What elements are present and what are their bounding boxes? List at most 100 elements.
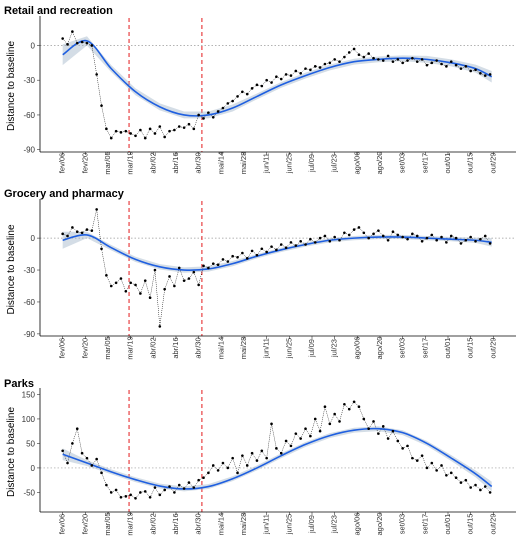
x-tick-label: abr/30 bbox=[194, 513, 203, 534]
data-point bbox=[357, 226, 361, 229]
data-point bbox=[469, 486, 472, 489]
data-point bbox=[474, 483, 477, 487]
x-tick-label: mar/05 bbox=[103, 336, 112, 359]
data-point bbox=[323, 234, 327, 238]
data-point bbox=[95, 457, 98, 461]
x-tick-label: mar/19 bbox=[126, 336, 135, 359]
data-point bbox=[454, 236, 458, 240]
y-axis-label: Distance to baseline bbox=[6, 41, 17, 131]
data-point bbox=[479, 71, 482, 75]
data-point bbox=[71, 226, 74, 229]
data-point bbox=[391, 230, 395, 234]
x-tick-label: abr/02 bbox=[148, 337, 157, 358]
data-point bbox=[338, 420, 341, 423]
data-point bbox=[241, 251, 244, 255]
data-point bbox=[275, 447, 278, 450]
data-point bbox=[192, 486, 196, 489]
x-tick-label: mar/05 bbox=[103, 512, 112, 535]
x-tick-label: jun/25 bbox=[284, 514, 293, 535]
data-point bbox=[406, 59, 409, 62]
data-point bbox=[163, 135, 166, 139]
data-point bbox=[75, 230, 79, 234]
x-tick-label: abr/16 bbox=[171, 337, 180, 358]
data-point bbox=[255, 83, 259, 87]
x-tick-label: abr/02 bbox=[148, 513, 157, 534]
data-point bbox=[425, 466, 429, 470]
data-point bbox=[100, 104, 103, 107]
data-point bbox=[299, 71, 302, 75]
data-point bbox=[415, 60, 419, 63]
data-point bbox=[454, 476, 458, 480]
data-point bbox=[148, 496, 152, 499]
x-tick-label: fev/20 bbox=[80, 153, 89, 173]
data-point bbox=[245, 464, 249, 467]
x-tick-label: jul/23 bbox=[330, 339, 339, 358]
x-tick-label: mar/05 bbox=[103, 151, 112, 174]
data-point bbox=[245, 92, 249, 96]
data-point bbox=[202, 264, 205, 268]
data-point bbox=[338, 238, 341, 242]
data-point bbox=[192, 270, 196, 274]
data-point bbox=[469, 235, 472, 239]
panel-0: Retail and recreation Distance to baselin… bbox=[4, 5, 516, 175]
x-tick-label: set/17 bbox=[420, 514, 429, 534]
data-point bbox=[163, 488, 166, 492]
data-connector-line bbox=[62, 401, 491, 499]
data-point bbox=[202, 476, 205, 480]
data-point bbox=[168, 275, 171, 278]
data-point bbox=[255, 459, 259, 462]
x-tick-label: jun/11 bbox=[262, 153, 271, 174]
x-tick-label: set/03 bbox=[398, 514, 407, 534]
data-point bbox=[85, 228, 89, 231]
data-point bbox=[294, 244, 298, 247]
data-point bbox=[479, 488, 482, 492]
data-point bbox=[279, 451, 283, 455]
data-point bbox=[211, 115, 215, 119]
data-point bbox=[294, 69, 298, 73]
x-tick-label: abr/16 bbox=[171, 152, 180, 173]
data-point bbox=[90, 229, 94, 232]
data-point bbox=[362, 231, 366, 235]
data-point bbox=[328, 61, 332, 65]
panel-title: Retail and recreation bbox=[4, 5, 113, 17]
x-tick-label: set/17 bbox=[420, 338, 429, 358]
data-point bbox=[299, 240, 302, 243]
data-point bbox=[226, 466, 230, 470]
data-point bbox=[80, 231, 84, 235]
x-tick-label: out/29 bbox=[488, 153, 497, 174]
x-tick-label: fev/06 bbox=[58, 153, 67, 173]
data-point bbox=[435, 469, 438, 472]
data-point bbox=[445, 473, 448, 477]
data-point bbox=[129, 281, 132, 285]
data-point bbox=[158, 125, 162, 128]
x-tick-label: ago/20 bbox=[375, 152, 384, 175]
x-tick-label: out/15 bbox=[466, 338, 475, 359]
data-point bbox=[304, 243, 307, 246]
x-tick-label: out/01 bbox=[443, 514, 452, 535]
data-point bbox=[119, 496, 123, 499]
data-point bbox=[250, 249, 254, 253]
data-point bbox=[80, 451, 84, 455]
x-tick-label: out/15 bbox=[466, 153, 475, 174]
data-point bbox=[66, 461, 69, 465]
x-tick-label: ago/20 bbox=[375, 513, 384, 536]
data-point bbox=[168, 485, 171, 488]
y-axis-label: Distance to baseline bbox=[6, 407, 17, 497]
data-point bbox=[488, 491, 492, 494]
data-point bbox=[352, 400, 356, 404]
x-tick-label: jun/11 bbox=[262, 514, 271, 535]
data-point bbox=[367, 236, 370, 240]
data-point bbox=[177, 483, 181, 487]
data-point bbox=[415, 234, 419, 238]
confidence-band bbox=[62, 36, 492, 119]
x-tick-label: ago/20 bbox=[375, 337, 384, 360]
data-point bbox=[309, 68, 312, 72]
data-point bbox=[153, 132, 157, 135]
data-point bbox=[71, 442, 74, 445]
data-point bbox=[202, 117, 205, 120]
data-point bbox=[265, 250, 268, 254]
data-point bbox=[347, 51, 351, 54]
data-point bbox=[367, 52, 370, 55]
data-point bbox=[66, 234, 69, 238]
y-tick-label: 150 bbox=[22, 390, 36, 399]
